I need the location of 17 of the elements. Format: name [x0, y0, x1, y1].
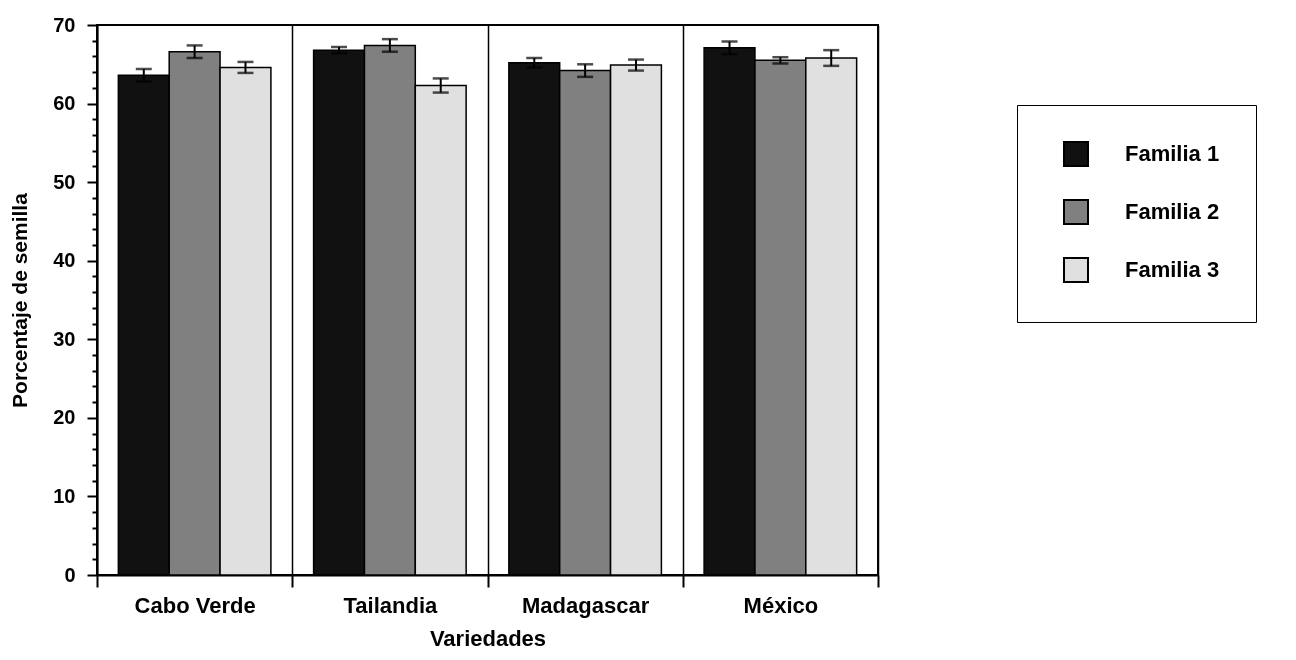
legend-label: Familia 1: [1125, 141, 1220, 166]
y-tick-label: 70: [53, 13, 76, 36]
y-tick-label: 60: [53, 92, 76, 115]
y-axis-title: Porcentaje de semilla: [8, 192, 32, 408]
y-tick-label: 30: [53, 327, 76, 350]
y-tick-label: 50: [53, 170, 76, 193]
y-tick-label: 20: [53, 406, 76, 429]
legend-label: Familia 2: [1125, 199, 1220, 224]
x-axis-title: Variedades: [429, 625, 547, 651]
y-tick-label: 40: [53, 249, 76, 272]
x-tick-label: Madagascar: [522, 592, 650, 618]
y-tick-label: 0: [64, 563, 76, 586]
x-tick-label: Tailandia: [343, 592, 438, 618]
legend-label: Familia 3: [1125, 257, 1220, 282]
y-tick-label: 10: [53, 484, 76, 507]
x-tick-label: Cabo Verde: [134, 592, 256, 618]
x-tick-label: México: [743, 592, 819, 618]
